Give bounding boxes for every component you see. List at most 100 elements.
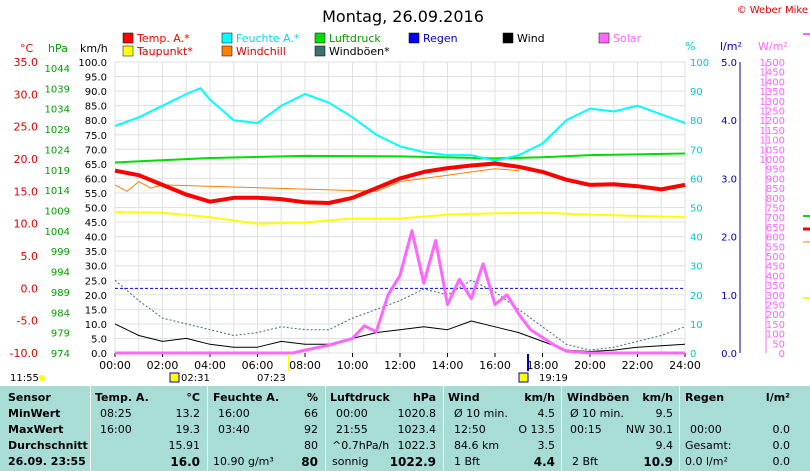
cell: 0.0 [772, 455, 791, 468]
dawn-time: 07:23 [257, 373, 286, 384]
solar-tick-label: 1500 [760, 58, 785, 69]
x-tick-label: 18:00 [527, 359, 559, 372]
rain-tick-label: 1.0 [721, 291, 737, 302]
legend-swatch-humidity [221, 32, 233, 44]
pressure-tick-label: 1044 [45, 64, 70, 75]
pressure-tick-label: 1034 [45, 105, 70, 116]
legend-swatch-temp [122, 32, 134, 44]
cell: O 13.5 [518, 423, 555, 436]
x-tick-label: 10:00 [337, 359, 369, 372]
solar-tick-label: 600 [766, 233, 785, 244]
cell: 13.2 [175, 407, 201, 420]
pressure-tick-label: 989 [51, 288, 70, 299]
solar-tick-label: 1200 [760, 116, 785, 127]
temp-tick-label: -10.0 [10, 347, 38, 360]
cell: 66 [304, 407, 318, 420]
solar-tick-label: 550 [766, 242, 785, 253]
header-temp: Temp. A. [95, 391, 149, 404]
wind-tick-label: 25.0 [85, 276, 107, 287]
wind-tick-label: 70.0 [85, 145, 107, 156]
wind-tick-label: 80.0 [85, 116, 107, 127]
series-line-luftdruck [114, 152, 686, 164]
cell: 92 [304, 423, 318, 436]
current-time-dot [39, 375, 45, 381]
header-wind: Wind [448, 391, 480, 404]
cell: 84.6 km [454, 439, 500, 452]
x-tick-label: 20:00 [574, 359, 606, 372]
humidity-tick-label: 30 [690, 262, 703, 273]
cell: 9.5 [655, 407, 674, 420]
x-tick-label: 22:00 [622, 359, 654, 372]
row-label-avg: Durchschnitt [8, 439, 88, 452]
cell: Gesamt: [685, 439, 732, 452]
axis-ticks: 35.0 30.0 25.0 20.0 15.0 10.0 5.0 0.0 -5.0 -10.0 1… [10, 56, 785, 372]
legend-swatch-wind [502, 32, 514, 44]
wind-tick-label: 90.0 [85, 87, 107, 98]
solar-tick-label: 1300 [760, 97, 785, 108]
cell: 1 Bft [454, 455, 481, 468]
unit-pressure: hPa [48, 42, 68, 55]
legend-label-solar: Solar [613, 32, 642, 45]
cell: 1022.9 [389, 455, 436, 469]
pressure-tick-label: 1019 [45, 166, 70, 177]
right-edge-markers [803, 33, 810, 299]
legend-swatch-dewpoint [122, 45, 134, 57]
unit-solar: W/m² [758, 40, 788, 53]
wind-tick-label: 5.0 [91, 334, 107, 345]
solar-tick-label: 900 [766, 174, 785, 185]
series-line-windchill [114, 168, 519, 192]
cell: 15.91 [168, 439, 201, 452]
wind-tick-label: 95.0 [85, 73, 107, 84]
rain-tick-label: 2.0 [721, 233, 737, 244]
pressure-tick-label: 974 [51, 349, 70, 360]
rain-tick-label: 4.0 [721, 116, 737, 127]
solar-tick-label: 50 [772, 339, 785, 350]
sunset-icon [518, 372, 529, 383]
legend-swatch-pressure [314, 32, 326, 44]
legend-label-humidity: Feuchte A.* [236, 32, 300, 45]
header-pressure: Luftdruck [330, 391, 390, 404]
wind-tick-label: 0.0 [91, 349, 107, 360]
pressure-tick-label: 1029 [45, 125, 70, 136]
plot-grid [114, 61, 686, 354]
pressure-tick-label: 1004 [45, 227, 70, 238]
solar-tick-label: 800 [766, 194, 785, 205]
solar-tick-label: 350 [766, 281, 785, 292]
weather-chart: Montag, 26.09.2016 © Weber Mike Temp. A.… [10, 5, 810, 384]
temp-tick-label: 30.0 [14, 88, 39, 101]
wind-tick-label: 40.0 [85, 233, 107, 244]
cell: NW 30.1 [625, 423, 673, 436]
temp-tick-label: 0.0 [21, 282, 39, 295]
solar-tick-label: 950 [766, 165, 785, 176]
temp-tick-label: -5.0 [17, 315, 38, 328]
cell: 16.0 [170, 455, 200, 469]
unit-rain: l/m² [720, 40, 742, 53]
current-time-label: 11:55 [10, 373, 39, 384]
wind-tick-label: 45.0 [85, 218, 107, 229]
pressure-tick-label: 1039 [45, 84, 70, 95]
cell: 1022.3 [397, 439, 437, 452]
legend-label-windchill: Windchill [236, 45, 286, 58]
pressure-tick-label: 994 [51, 268, 70, 279]
x-tick-label: 14:00 [432, 359, 464, 372]
wind-tick-label: 75.0 [85, 131, 107, 142]
pressure-tick-label: 1009 [45, 207, 70, 218]
cell: sonnig [332, 455, 369, 468]
sunrise-time: 02:31 [181, 373, 210, 384]
sunset-time: 19:19 [539, 373, 568, 384]
legend-swatch-solar [598, 32, 610, 44]
humidity-tick-label: 50 [690, 204, 703, 215]
cell: Ø 10 min. [454, 407, 508, 420]
x-tick-label: 02:00 [147, 359, 179, 372]
cell: 00:00 [690, 423, 722, 436]
pressure-tick-label: 979 [51, 329, 70, 340]
wind-tick-label: 100.0 [78, 58, 107, 69]
humidity-tick-label: 20 [690, 291, 703, 302]
rain-tick-label: 0.0 [721, 349, 737, 360]
x-tick-label: 24:00 [669, 359, 701, 372]
cell: 4.5 [537, 407, 556, 420]
solar-tick-label: 300 [766, 291, 785, 302]
series-line-feuchte-a [114, 87, 686, 162]
solar-tick-label: 750 [766, 204, 785, 215]
humidity-tick-label: 70 [690, 145, 703, 156]
